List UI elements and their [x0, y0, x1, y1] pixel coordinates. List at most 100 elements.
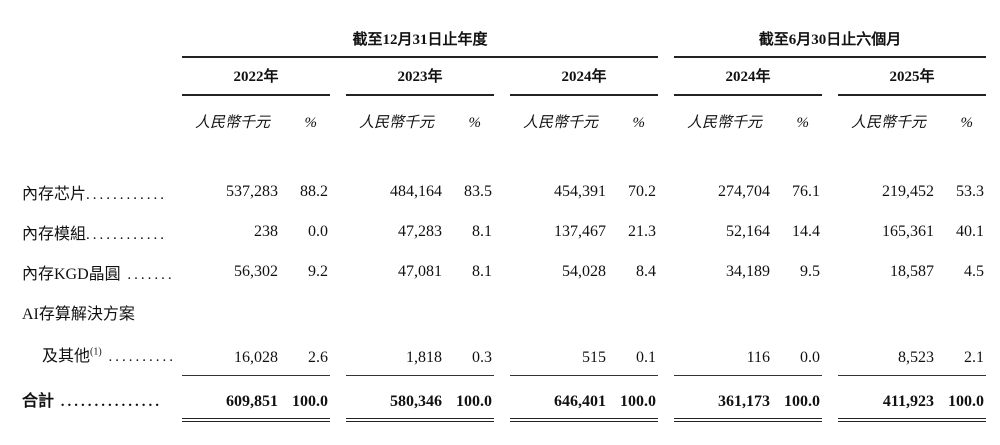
table-cell: 8.1 [472, 223, 492, 240]
year-header-2024: 2024年 [510, 58, 659, 96]
table-cell [510, 292, 608, 332]
table-cell [280, 292, 330, 332]
row-label-text: 內存KGD晶圓 [22, 266, 121, 283]
table-cell: 18,587 [890, 263, 935, 280]
table-cell: 537,283 [226, 183, 278, 200]
table-spacer-cell [22, 142, 986, 172]
column-spacer [330, 212, 346, 252]
row-label-text: 合計 [22, 393, 55, 410]
unit-header-row: 人民幣千元 % 人民幣千元 % 人民幣千元 % 人民幣千元 % 人民幣千元 % [22, 96, 986, 142]
table-cell: 1,818 [346, 332, 444, 376]
column-spacer [822, 252, 838, 292]
column-spacer [494, 292, 510, 332]
row-ai-solutions-and-others: 及其他(1) .......... 16,028 2.6 1,818 0.3 5… [22, 332, 987, 376]
row-label: 內存KGD晶圓 ....... [22, 252, 182, 292]
table-cell: 14.4 [792, 223, 821, 240]
column-spacer [494, 58, 510, 96]
row-total: 合計 ............... 609,851 100.0 580,346… [22, 376, 987, 422]
column-spacer [330, 252, 346, 292]
row-label: 內存芯片............ [22, 172, 182, 212]
period-header-row: 截至12月31日止年度 截至6月30日止六個月 [22, 24, 987, 58]
table-cell: 238 [254, 223, 278, 240]
table-cell: 0.1 [608, 332, 659, 376]
table-cell: 100.0 [444, 376, 494, 422]
column-spacer [330, 172, 346, 212]
dot-leader: .......... [101, 349, 176, 365]
year-header-2022: 2022年 [182, 58, 330, 96]
unit-header: 人民幣千元 [358, 115, 434, 131]
row-label: 內存模組............ [22, 212, 182, 252]
table-cell: 40.1 [956, 223, 985, 240]
table-cell: 100.0 [608, 376, 659, 422]
table-cell: 54,028 [562, 263, 606, 280]
column-spacer [658, 212, 674, 252]
table-cell: 165,361 [882, 223, 935, 240]
column-spacer [330, 96, 346, 142]
table-cell: 0.0 [308, 223, 328, 240]
table-cell: 70.2 [628, 183, 657, 200]
table-cell: 609,851 [182, 376, 280, 422]
table-cell: 361,173 [674, 376, 773, 422]
table-cell: 21.3 [628, 223, 657, 240]
column-spacer [658, 96, 674, 142]
unit-header: 人民幣千元 [687, 115, 763, 131]
column-spacer [658, 332, 674, 376]
row-label: 合計 ............... [22, 376, 182, 422]
column-spacer [822, 58, 838, 96]
period-header-interim: 截至6月30日止六個月 [674, 24, 987, 58]
column-spacer [494, 212, 510, 252]
table-cell: 116 [674, 332, 773, 376]
table-cell: 56,302 [234, 263, 278, 280]
row-memory-modules: 內存模組............ 238 0.0 47,283 8.1 137,… [22, 212, 986, 252]
table-cell [182, 292, 280, 332]
revenue-breakdown-table: 截至12月31日止年度 截至6月30日止六個月 2022年 2023年 2024… [22, 24, 987, 422]
table-cell: 454,391 [554, 183, 606, 200]
row-label: 及其他(1) .......... [22, 332, 182, 376]
percent-header: % [796, 115, 810, 131]
row-ai-solutions-label: AI存算解決方案 [22, 292, 986, 332]
table-cell: 47,283 [398, 223, 442, 240]
percent-header: % [960, 115, 974, 131]
table-cell: 9.5 [800, 263, 821, 280]
column-spacer [330, 332, 346, 376]
table-cell [838, 292, 936, 332]
year-header-2024-interim: 2024年 [674, 58, 823, 96]
column-spacer [330, 376, 346, 422]
column-spacer [330, 58, 346, 96]
percent-header: % [632, 115, 646, 131]
column-spacer [494, 172, 510, 212]
column-spacer [494, 96, 510, 142]
table-cell: 88.2 [300, 183, 328, 200]
column-spacer [822, 376, 838, 422]
year-header-2023: 2023年 [346, 58, 494, 96]
column-spacer [658, 58, 674, 96]
year-header-row: 2022年 2023年 2024年 2024年 2025年 [22, 58, 987, 96]
table-cell [608, 292, 658, 332]
table-cell: 137,467 [554, 223, 606, 240]
row-memory-kgd-wafers: 內存KGD晶圓 ....... 56,302 9.2 47,081 8.1 54… [22, 252, 986, 292]
corner-blank [22, 24, 182, 58]
column-spacer [658, 292, 674, 332]
column-spacer [494, 376, 510, 422]
table-cell: 34,189 [726, 263, 771, 280]
table-cell: 47,081 [398, 263, 442, 280]
row-label-text: 內存芯片 [22, 186, 87, 203]
column-spacer [330, 292, 346, 332]
table-cell: 8.4 [636, 263, 657, 280]
unit-header: 人民幣千元 [522, 115, 598, 131]
dot-leader: ............... [54, 394, 163, 410]
table-cell: 2.1 [936, 332, 987, 376]
dot-leader: ............ [86, 227, 168, 243]
table-cell: 76.1 [792, 183, 821, 200]
row-memory-chips: 內存芯片............ 537,283 88.2 484,164 83… [22, 172, 986, 212]
table-cell [936, 292, 986, 332]
table-cell: 411,923 [838, 376, 937, 422]
column-spacer [822, 332, 838, 376]
percent-header: % [304, 115, 318, 131]
column-spacer [494, 252, 510, 292]
table-cell: 580,346 [346, 376, 444, 422]
table-cell: 53.3 [956, 183, 985, 200]
table-cell: 484,164 [390, 183, 442, 200]
footnote-marker: (1) [90, 346, 102, 358]
